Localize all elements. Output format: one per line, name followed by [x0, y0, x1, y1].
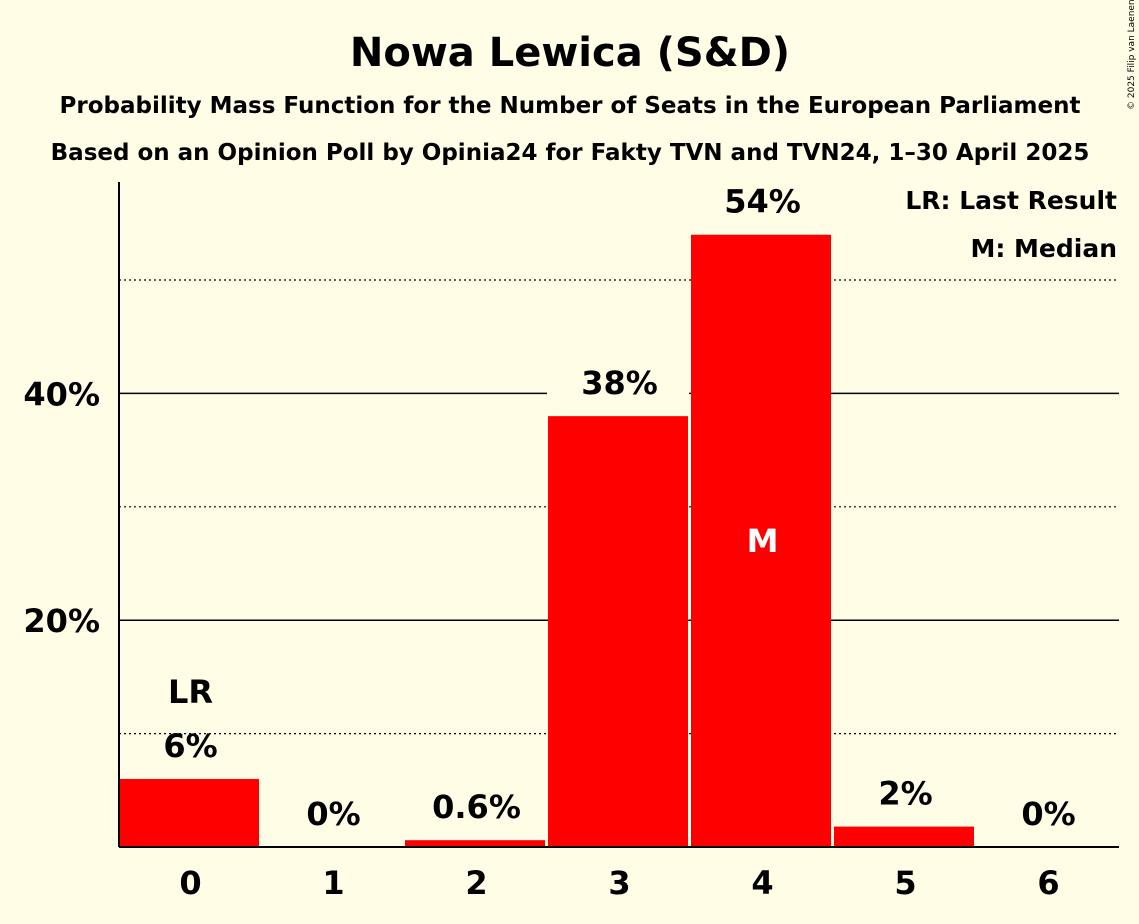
x-tick-label: 0	[179, 864, 201, 902]
value-label: 0%	[306, 795, 360, 833]
x-tick-label: 3	[608, 864, 630, 902]
value-label: 0.6%	[432, 788, 521, 826]
label-backdrop	[547, 358, 689, 417]
median-marker: M	[747, 522, 779, 560]
last-result-marker: LR	[168, 673, 213, 711]
value-label: 54%	[724, 183, 801, 221]
y-tick-label: 20%	[23, 602, 100, 640]
x-tick-label: 1	[322, 864, 344, 902]
bar	[548, 416, 688, 847]
chart-title: Nowa Lewica (S&D)	[350, 30, 790, 76]
y-tick-label: 40%	[23, 375, 100, 413]
chart-subtitle-1: Probability Mass Function for the Number…	[60, 93, 1081, 119]
bar	[405, 840, 545, 847]
x-tick-label: 2	[465, 864, 487, 902]
value-label: 0%	[1021, 795, 1075, 833]
label-backdrop	[690, 176, 832, 235]
x-tick-label: 5	[894, 864, 916, 902]
axes	[118, 182, 1119, 848]
value-label: 6%	[163, 727, 217, 765]
x-tick-label: 4	[751, 864, 773, 902]
bar	[691, 234, 831, 847]
legend-median: M: Median	[970, 234, 1117, 263]
copyright-note: © 2025 Filip van Laenen	[1127, 0, 1137, 110]
bar	[834, 826, 974, 847]
bar	[119, 778, 259, 847]
x-tick-label: 6	[1037, 864, 1059, 902]
bars	[119, 176, 974, 847]
chart-subtitle-2: Based on an Opinion Poll by Opinia24 for…	[51, 140, 1090, 166]
value-label: 38%	[581, 364, 658, 402]
legend-last-result: LR: Last Result	[905, 186, 1117, 215]
labels: 20% 40% 6% 0 LR 0% 1 0.6% 2 38% 3 54% 4 M 2% 5 0% 6	[23, 183, 1075, 902]
value-label: 2%	[878, 775, 932, 813]
